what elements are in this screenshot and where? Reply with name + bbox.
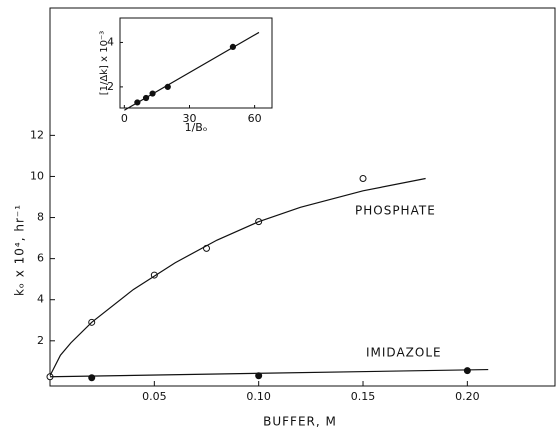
fit-curve: [124, 31, 260, 111]
x-axis-label: BUFFER, M: [263, 415, 337, 429]
x-tick-label: 30: [182, 112, 196, 125]
data-point: [463, 367, 471, 375]
inset-x-label: 1/Bₒ: [185, 121, 208, 134]
plot-frame: [49, 7, 556, 387]
x-tick-label: 0.10: [246, 390, 271, 403]
y-tick-label: 10: [30, 169, 44, 182]
y-tick-label: 4: [107, 35, 114, 48]
y-axis-label: kₒ x 10⁴, hr⁻¹: [13, 204, 27, 296]
annotation: IMIDAZOLE: [366, 346, 442, 360]
fit-curve: [49, 368, 489, 378]
plot-frame: [119, 17, 273, 109]
y-tick-label: 6: [37, 252, 44, 265]
y-tick-label: 12: [30, 128, 44, 141]
data-point: [359, 175, 367, 183]
x-tick-label: 0.20: [455, 390, 480, 403]
y-tick-label: 2: [107, 80, 114, 93]
y-tick-label: 4: [37, 293, 44, 306]
fit-curve: [49, 177, 426, 376]
x-tick-label: 60: [248, 112, 262, 125]
annotation: PHOSPHATE: [355, 204, 436, 218]
y-tick-label: 2: [37, 334, 44, 347]
inset-y-label: [1/Δk] x 10⁻³: [99, 31, 110, 95]
x-tick-label: 0: [121, 112, 128, 125]
y-tick-label: 8: [37, 211, 44, 224]
x-tick-label: 0.15: [351, 390, 376, 403]
data-point: [255, 372, 263, 380]
x-tick-label: 0.05: [142, 390, 167, 403]
